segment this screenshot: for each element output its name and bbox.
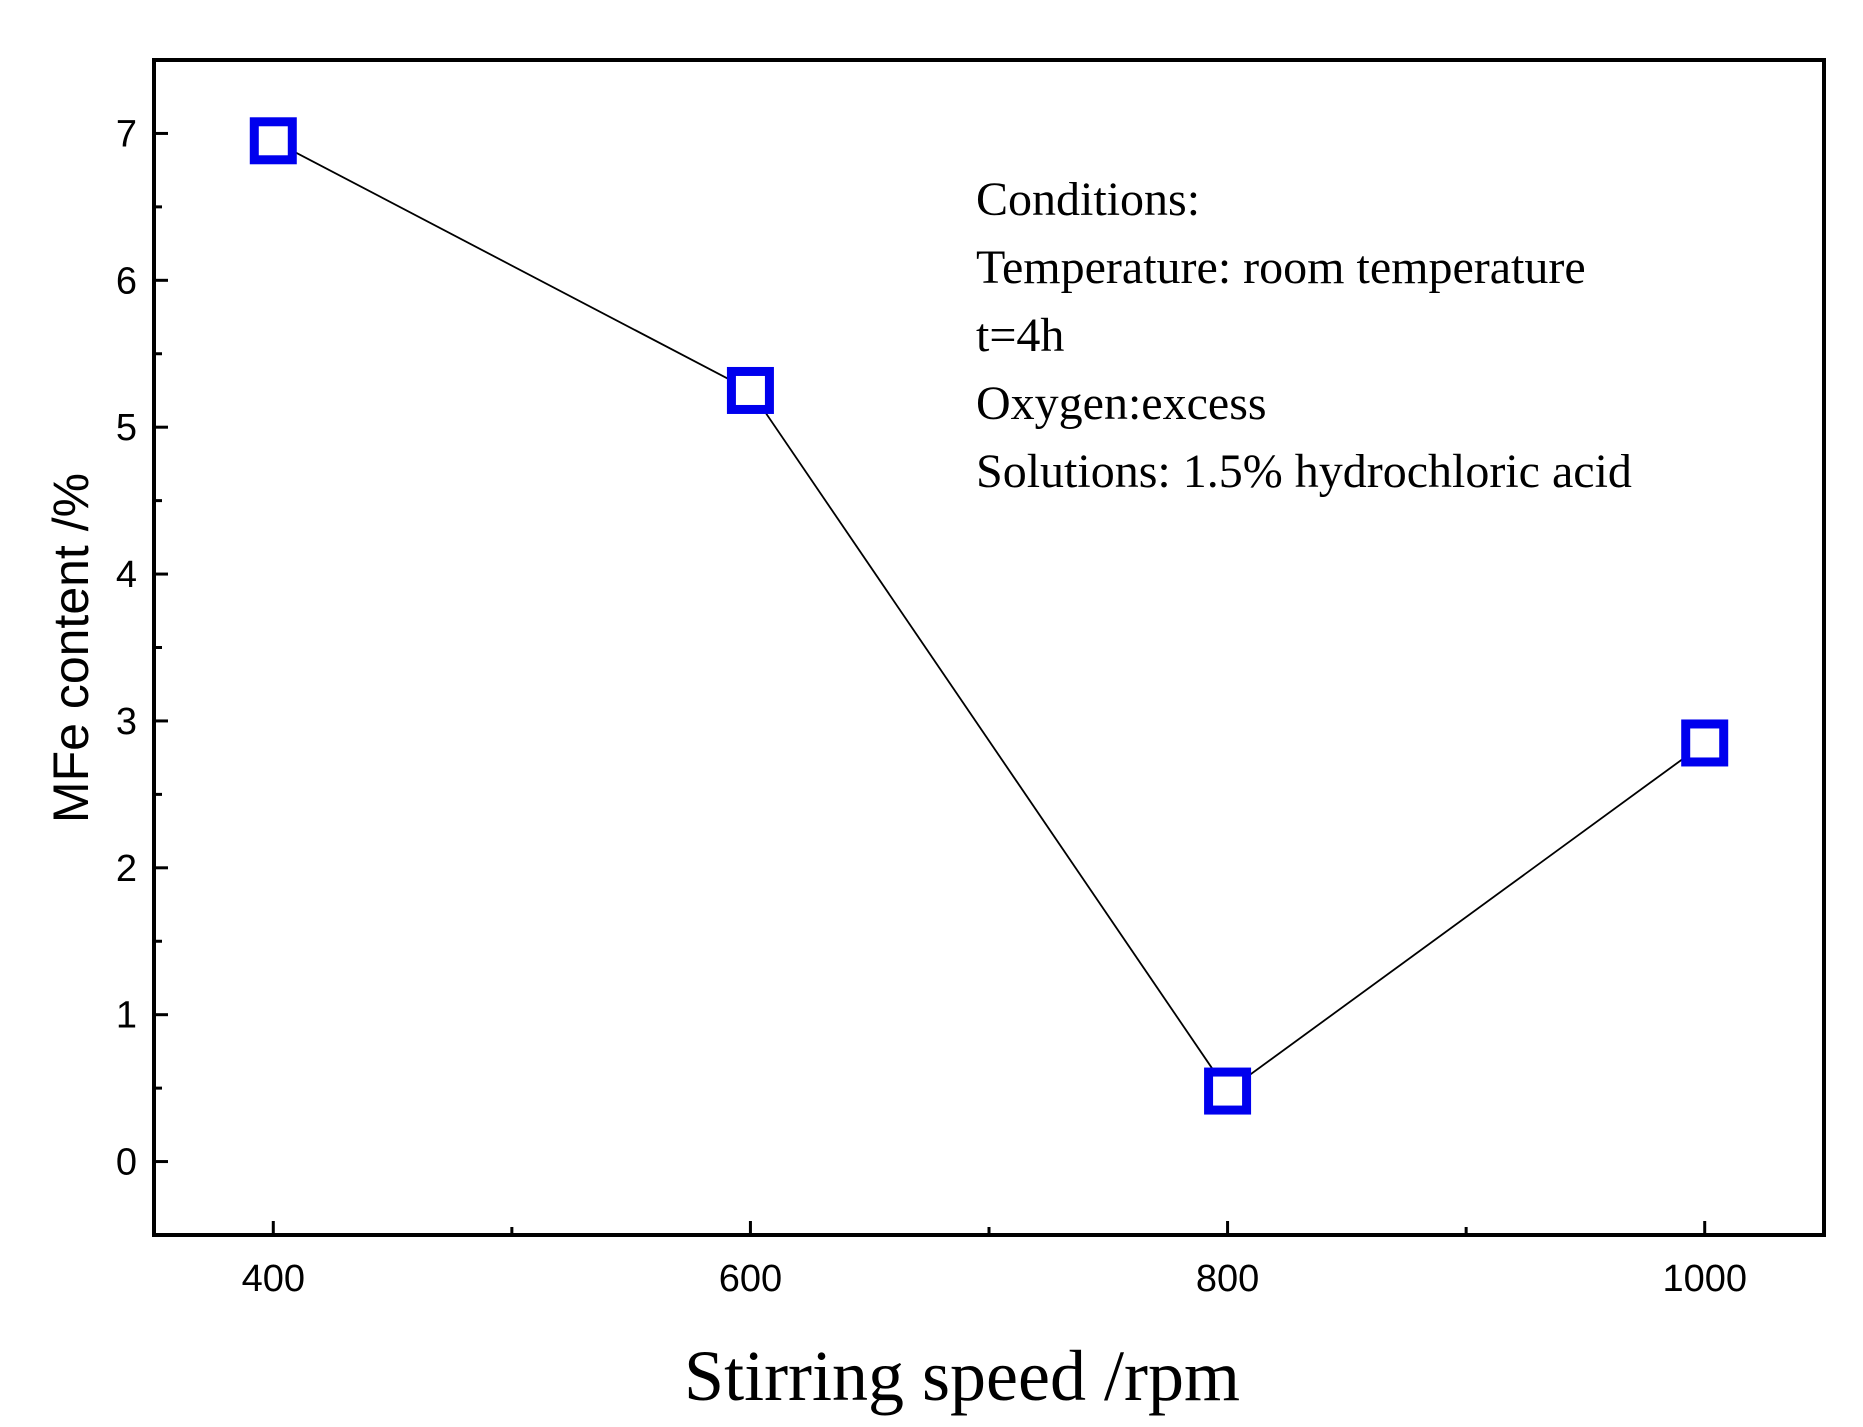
conditions-annotation: Conditions: Temperature: room temperature… [976, 173, 1632, 498]
y-axis-label: MFe content /% [43, 473, 99, 823]
y-tick-label: 1 [116, 995, 137, 1037]
annotation-line: t=4h [976, 309, 1064, 362]
x-axis-label: Stirring speed /rpm [684, 1336, 1240, 1416]
annotation-line: Oxygen:excess [976, 377, 1267, 430]
y-tick-label: 2 [116, 848, 137, 890]
y-tick-label: 5 [116, 407, 137, 449]
data-point-marker [1204, 1067, 1252, 1115]
plot-frame [152, 58, 1826, 1237]
annotation-line: Temperature: room temperature [976, 241, 1586, 294]
annotation-line: Conditions: [976, 173, 1200, 226]
series-markers [249, 117, 1729, 1115]
x-tick-label: 1000 [1662, 1258, 1747, 1300]
data-point-marker [249, 117, 297, 165]
y-tick-label: 6 [116, 260, 137, 302]
y-tick-label: 4 [116, 554, 137, 596]
series-segment [272, 139, 751, 392]
x-tick-label: 400 [242, 1258, 305, 1300]
data-point-marker [726, 366, 774, 414]
data-point-marker [1681, 719, 1729, 767]
series-segment [1227, 742, 1706, 1092]
x-tick-label: 600 [719, 1258, 782, 1300]
y-tick-label: 3 [116, 701, 137, 743]
x-tick-label: 800 [1196, 1258, 1259, 1300]
series-line [272, 139, 1706, 1092]
y-tick-label: 0 [116, 1142, 137, 1184]
series-segment [749, 389, 1229, 1092]
annotation-line: Solutions: 1.5% hydrochloric acid [976, 445, 1632, 498]
axes-ticks: 400 600 800 1000 0 1 2 3 4 5 6 7 [116, 113, 1747, 1300]
y-tick-label: 7 [116, 113, 137, 155]
